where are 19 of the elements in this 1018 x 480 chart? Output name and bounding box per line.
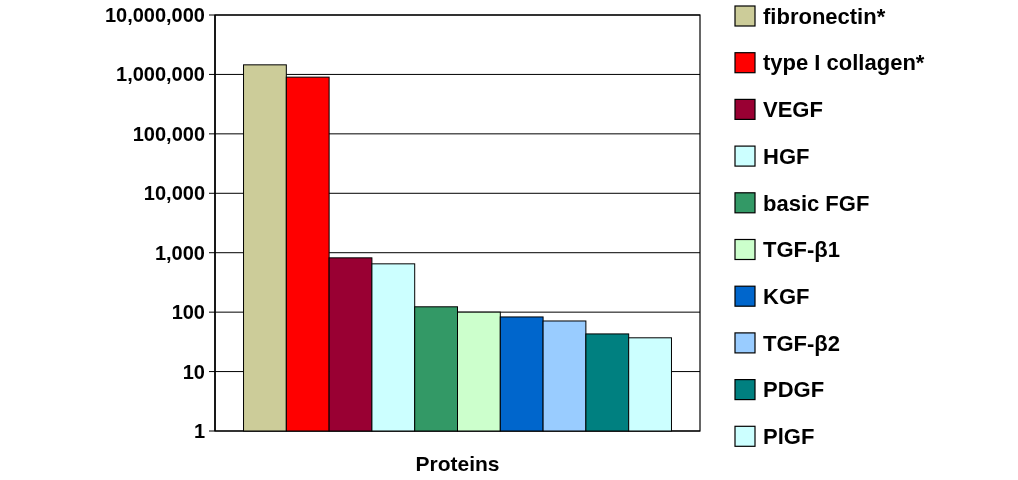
y-tick-label: 10,000,000 [104, 4, 205, 26]
legend-label: basic FGF [763, 190, 870, 216]
legend-label: PDGF [763, 377, 825, 403]
legend-label: TGF-β1 [763, 237, 840, 263]
legend-label: fibronectin* [763, 3, 886, 29]
y-tick-label: 1 [193, 420, 205, 442]
legend-label: KGF [763, 283, 810, 309]
legend-label: type I collagen* [763, 50, 925, 76]
y-tick-label: 100,000 [132, 122, 205, 145]
legend-label: TGF-β2 [763, 330, 840, 356]
y-tick-label: 10 [182, 360, 205, 383]
x-axis-title: Proteins [415, 452, 500, 475]
y-tick-label: 10,000 [143, 182, 205, 205]
legend-label: PlGF [763, 424, 815, 449]
legend-label: VEGF [763, 97, 823, 123]
legend-label: HGF [763, 143, 810, 169]
y-tick-label: 1,000 [154, 241, 205, 264]
y-tick-label: 100 [171, 301, 205, 324]
y-tick-label: 1,000,000 [116, 63, 205, 86]
